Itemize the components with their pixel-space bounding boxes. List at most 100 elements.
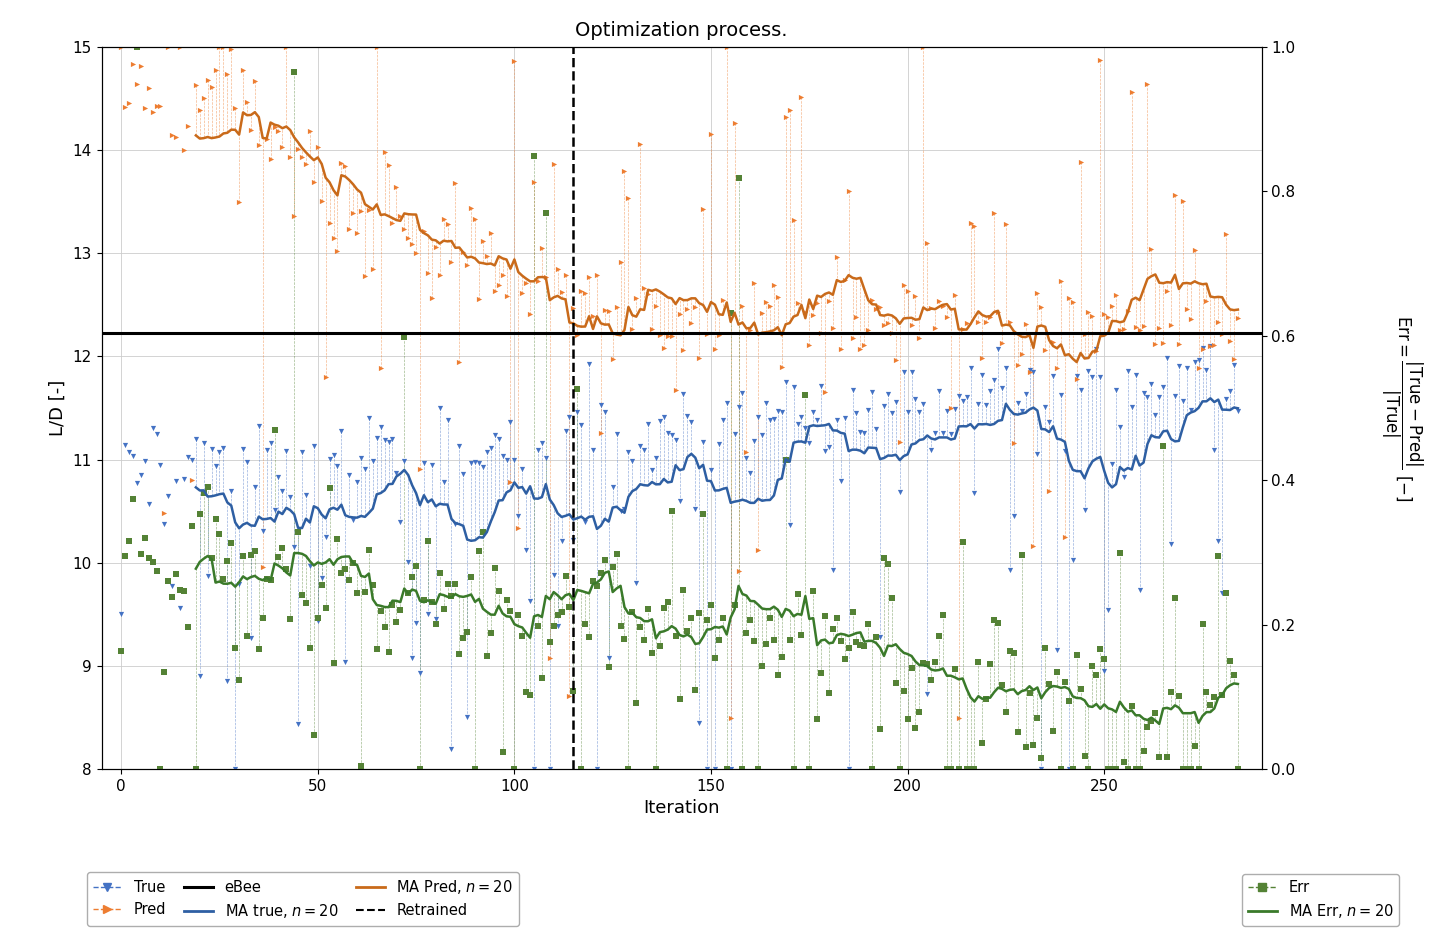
Point [566,404,589,419]
Point [405,615,428,630]
Point [294,487,318,502]
Point [232,549,255,564]
Point [432,475,455,490]
Point [506,508,529,523]
Point [487,583,510,598]
Point [110,643,133,658]
Point [708,327,731,342]
Point [345,475,368,490]
Point [660,328,683,343]
Point [526,442,550,457]
Point [1160,318,1183,333]
Point [492,448,515,463]
Point [542,618,566,633]
Point [1105,762,1128,777]
Point [903,288,927,303]
Point [125,476,148,491]
Point [900,317,924,332]
Point [326,532,349,547]
Point [821,563,844,578]
Point [586,267,609,282]
Point [420,291,444,306]
Point [400,569,423,584]
Point [1172,762,1195,777]
Point [841,330,864,345]
Point [892,278,915,293]
Point [165,129,188,144]
Point [1179,311,1202,326]
Point [880,406,903,421]
Point [519,307,542,322]
Point [782,762,805,777]
Point [373,433,396,448]
Point [648,327,671,342]
Point [157,574,180,589]
Point [1022,364,1045,379]
Point [207,445,231,460]
Point [361,262,384,277]
Point [798,435,821,450]
Point [384,614,407,629]
Point [1160,685,1183,700]
Point [1089,370,1112,385]
Point [1128,762,1151,777]
Point [609,618,632,633]
Point [919,301,943,316]
Point [310,578,334,593]
Point [129,468,152,483]
Point [1057,291,1080,306]
Point [173,143,196,158]
Point [738,466,761,481]
Point [809,666,832,681]
Point [605,547,628,562]
Point [664,382,687,397]
Point [889,485,912,500]
Point [935,403,958,418]
Point [260,152,283,167]
Point [299,124,322,139]
Point [928,294,951,309]
Point [1061,552,1085,567]
Point [283,65,306,80]
Point [1116,363,1140,378]
Point [770,404,793,419]
Point [200,442,223,457]
Point [117,95,141,110]
Point [928,383,951,398]
Point [1034,342,1057,357]
Point [958,762,982,777]
Point [476,249,499,264]
Point [1077,304,1101,319]
Point [322,447,345,462]
Point [942,661,966,676]
Point [1014,739,1037,754]
Point [664,432,687,447]
Point [915,657,938,672]
Point [1101,762,1124,777]
Point [262,120,286,135]
Point [283,208,306,223]
Point [735,450,758,465]
Point [503,762,526,777]
Point [857,617,880,632]
Point [451,245,474,260]
Point [1188,360,1211,375]
Point [735,445,758,460]
Point [239,123,262,138]
Point [526,274,550,289]
Point [857,402,880,417]
Point [1140,241,1163,256]
Point [290,149,313,164]
Point [1156,283,1179,298]
Point [145,98,168,113]
Point [657,426,680,441]
Point [1132,744,1156,759]
Point [157,489,180,504]
Point [322,231,345,246]
Point [754,295,777,310]
Point [373,144,396,159]
Point [1018,686,1041,701]
Point [829,633,853,648]
Point [912,396,935,411]
Point [841,383,864,398]
